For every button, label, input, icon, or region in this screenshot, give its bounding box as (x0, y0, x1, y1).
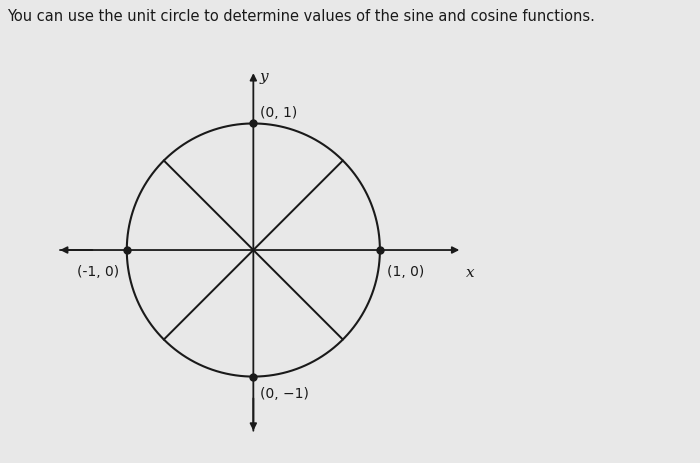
Text: (0, −1): (0, −1) (260, 387, 309, 400)
Text: You can use the unit circle to determine values of the sine and cosine functions: You can use the unit circle to determine… (7, 9, 595, 24)
Text: x: x (466, 267, 475, 281)
Text: y: y (260, 70, 268, 84)
Text: (-1, 0): (-1, 0) (77, 265, 119, 279)
Text: (0, 1): (0, 1) (260, 106, 297, 119)
Text: (1, 0): (1, 0) (388, 265, 425, 279)
